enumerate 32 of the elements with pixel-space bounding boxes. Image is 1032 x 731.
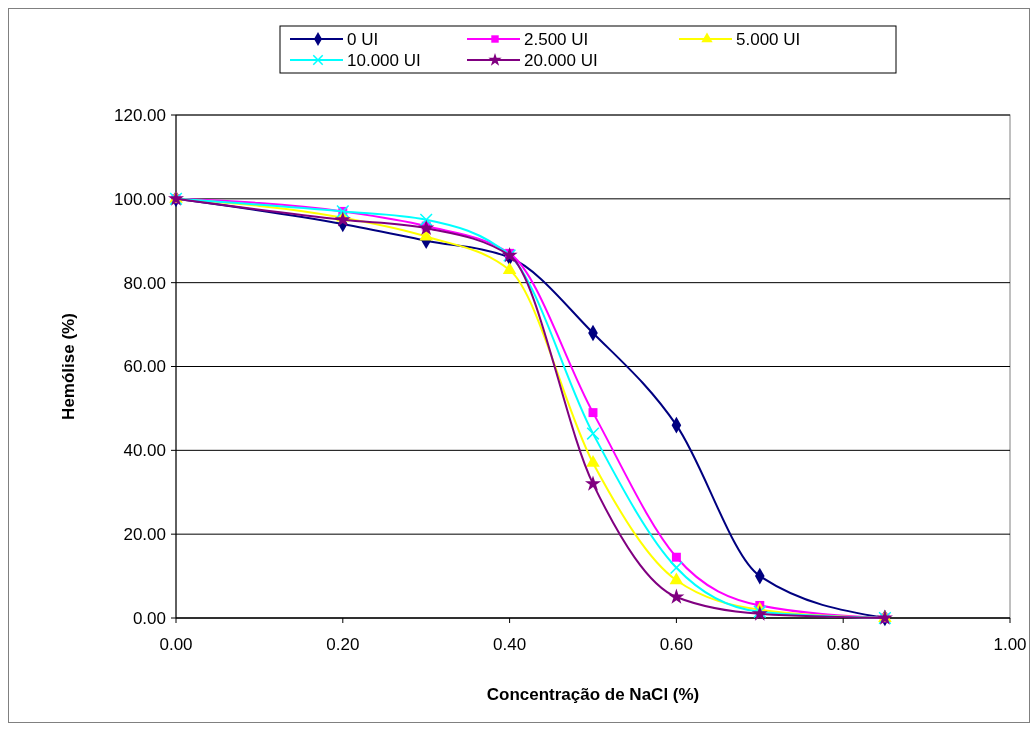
point xyxy=(586,455,600,467)
legend-label: 20.000 UI xyxy=(524,50,598,70)
x-tick-label: 0.40 xyxy=(493,635,527,654)
y-tick-label: 20.00 xyxy=(123,525,166,545)
y-tick-label: 60.00 xyxy=(123,357,166,377)
x-tick-label: 1.00 xyxy=(993,635,1027,654)
y-axis-title: Hemólise (%) xyxy=(59,313,78,420)
legend-label: 2.500 UI xyxy=(524,29,589,49)
point xyxy=(669,572,684,585)
legend-label: 5.000 UI xyxy=(736,29,801,49)
x-axis-title: Concentração de NaCl (%) xyxy=(486,685,700,704)
x-tick-label: 0.20 xyxy=(326,635,360,654)
y-tick-label: 120.00 xyxy=(114,105,166,125)
legend-label: 0 UI xyxy=(347,29,379,49)
x-tick-label: 0.80 xyxy=(826,635,860,654)
point xyxy=(668,588,685,604)
point xyxy=(586,427,600,441)
point xyxy=(671,552,681,562)
point xyxy=(419,213,433,227)
point xyxy=(669,561,683,575)
y-tick-label: 40.00 xyxy=(123,441,166,461)
point xyxy=(502,262,517,275)
y-tick-label: 100.00 xyxy=(114,189,166,209)
point xyxy=(418,219,435,236)
point xyxy=(334,211,351,227)
point xyxy=(584,475,602,491)
point xyxy=(588,408,598,418)
x-tick-label: 0.00 xyxy=(159,635,193,654)
y-tick-label: 0.00 xyxy=(132,608,166,628)
legend-label: 10.000 UI xyxy=(347,50,421,70)
y-tick-label: 80.00 xyxy=(123,273,166,293)
x-tick-label: 0.60 xyxy=(659,635,693,654)
